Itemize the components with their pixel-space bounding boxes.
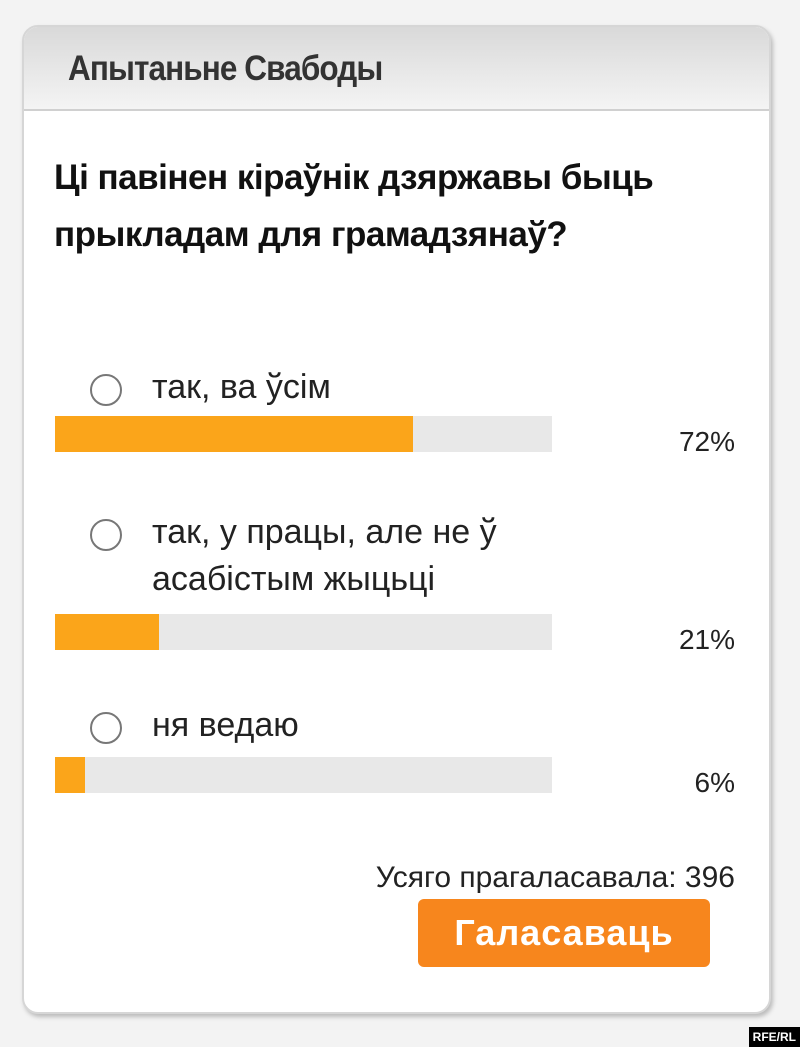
option-label: ня ведаю <box>152 706 299 744</box>
percent-label: 21% <box>678 624 735 655</box>
poll-question: Ці павінен кіраўнік дзяржавы быць прыкла… <box>54 158 654 254</box>
radio-button[interactable] <box>90 519 122 551</box>
total-votes: Усяго прагаласавала: 396 <box>375 861 735 894</box>
result-bar <box>55 614 552 650</box>
poll-widget: Апытаньне Свабоды Ці павінен кіраўнік дз… <box>22 25 771 1014</box>
poll-title: Апытаньне Свабоды <box>68 49 383 88</box>
option-label: так, ва ўсім <box>152 368 331 406</box>
result-bar <box>55 416 552 452</box>
vote-button[interactable]: Галасаваць <box>418 899 710 967</box>
option-label: так, у працы, але не ў асабістым жыцьці <box>152 513 497 598</box>
rferl-logo: RFE/RL <box>748 1027 800 1047</box>
percent-label: 72% <box>678 426 735 457</box>
result-bar <box>55 757 552 793</box>
radio-button[interactable] <box>90 712 122 744</box>
result-bar-fill <box>55 757 85 793</box>
poll-header: Апытаньне Свабоды <box>24 27 769 111</box>
percent-label: 6% <box>694 767 735 798</box>
radio-button[interactable] <box>90 374 122 406</box>
result-bar-fill <box>55 614 160 650</box>
result-bar-fill <box>55 416 413 452</box>
